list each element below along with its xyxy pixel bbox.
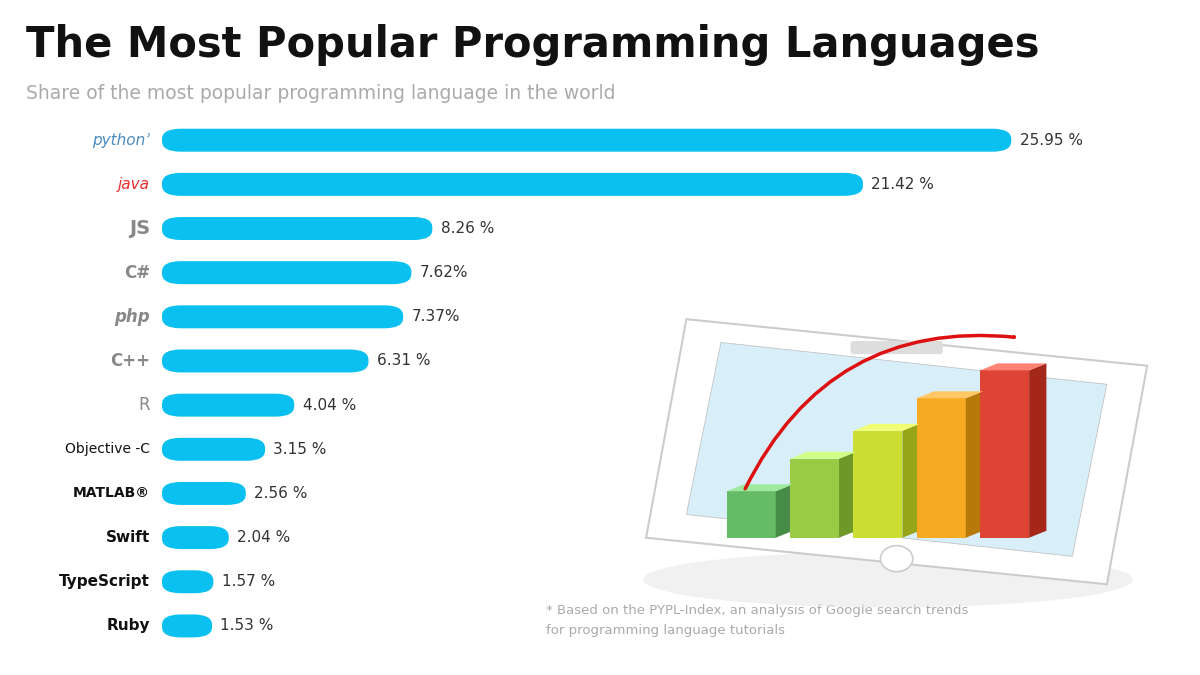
Text: php: php: [114, 308, 150, 326]
Text: MATLAB®: MATLAB®: [73, 487, 150, 500]
Text: * Based on the PYPL-Index, an analysis of Google search trends
for programming l: * Based on the PYPL-Index, an analysis o…: [546, 604, 968, 637]
Text: C++: C++: [110, 352, 150, 370]
FancyBboxPatch shape: [162, 129, 1012, 152]
Text: 2.04 %: 2.04 %: [238, 530, 290, 545]
Polygon shape: [853, 424, 919, 431]
FancyBboxPatch shape: [162, 261, 412, 284]
Polygon shape: [917, 398, 966, 538]
Text: 6.31 %: 6.31 %: [377, 354, 431, 369]
Text: pythonʾ: pythonʾ: [92, 133, 150, 148]
Polygon shape: [966, 392, 983, 538]
Text: 1.57 %: 1.57 %: [222, 574, 275, 589]
FancyBboxPatch shape: [162, 482, 246, 505]
FancyBboxPatch shape: [162, 217, 432, 240]
Text: 7.62%: 7.62%: [420, 265, 468, 280]
Text: 25.95 %: 25.95 %: [1020, 133, 1082, 148]
Polygon shape: [839, 452, 857, 538]
Text: java: java: [118, 177, 150, 192]
Polygon shape: [790, 452, 857, 459]
Polygon shape: [727, 491, 775, 538]
Text: 3.15 %: 3.15 %: [274, 442, 326, 457]
Polygon shape: [902, 424, 919, 538]
Text: Swift: Swift: [106, 530, 150, 545]
Text: TypeScript: TypeScript: [59, 574, 150, 589]
FancyBboxPatch shape: [162, 438, 265, 461]
Polygon shape: [853, 431, 902, 538]
FancyBboxPatch shape: [162, 350, 368, 373]
Circle shape: [881, 545, 913, 572]
Text: The Most Popular Programming Languages: The Most Popular Programming Languages: [26, 24, 1040, 65]
Text: 1.53 %: 1.53 %: [221, 618, 274, 633]
FancyBboxPatch shape: [851, 341, 943, 354]
Polygon shape: [917, 392, 983, 398]
FancyBboxPatch shape: [162, 394, 294, 416]
Polygon shape: [775, 484, 793, 538]
Polygon shape: [686, 342, 1106, 556]
Polygon shape: [790, 459, 839, 538]
Polygon shape: [980, 363, 1046, 371]
Text: 21.42 %: 21.42 %: [871, 177, 935, 192]
Text: JS: JS: [128, 219, 150, 238]
FancyBboxPatch shape: [162, 526, 229, 549]
FancyBboxPatch shape: [162, 570, 214, 593]
Text: R: R: [138, 396, 150, 414]
Polygon shape: [646, 319, 1147, 585]
Text: Objective -C: Objective -C: [65, 442, 150, 456]
Polygon shape: [727, 484, 793, 491]
Text: 8.26 %: 8.26 %: [440, 221, 494, 236]
FancyBboxPatch shape: [162, 614, 212, 637]
FancyBboxPatch shape: [162, 173, 863, 196]
Text: 4.04 %: 4.04 %: [302, 398, 356, 412]
Ellipse shape: [643, 551, 1133, 608]
FancyBboxPatch shape: [162, 305, 403, 328]
Text: C#: C#: [124, 264, 150, 281]
Polygon shape: [980, 371, 1030, 538]
Text: 7.37%: 7.37%: [412, 309, 460, 324]
Text: 2.56 %: 2.56 %: [254, 486, 307, 501]
Polygon shape: [1030, 363, 1046, 538]
FancyArrowPatch shape: [745, 335, 1014, 489]
Text: Share of the most popular programming language in the world: Share of the most popular programming la…: [26, 84, 616, 103]
Text: Ruby: Ruby: [107, 618, 150, 633]
